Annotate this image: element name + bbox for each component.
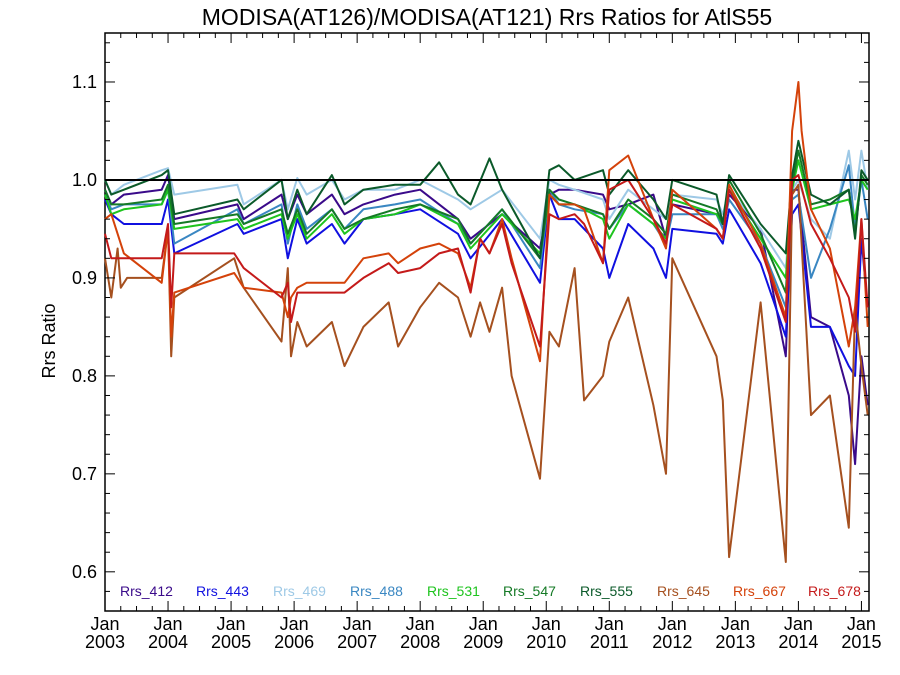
legend-entry-rrs-469: Rrs_469: [273, 583, 326, 599]
x-tick-year: 2009: [463, 632, 503, 652]
y-axis-label: Rrs Ratio: [39, 303, 59, 378]
y-tick-label: 0.8: [72, 366, 97, 386]
chart-title: MODISA(AT126)/MODISA(AT121) Rrs Ratios f…: [202, 4, 772, 30]
y-tick-label: 0.6: [72, 562, 97, 582]
legend-entry-rrs-555: Rrs_555: [580, 583, 633, 599]
legend-entry-rrs-667: Rrs_667: [733, 583, 786, 599]
x-tick-year: 2006: [274, 632, 314, 652]
legend-entry-rrs-678: Rrs_678: [808, 583, 861, 599]
x-tick-year: 2013: [715, 632, 755, 652]
legend-entry-rrs-488: Rrs_488: [350, 583, 403, 599]
x-tick-year: 2003: [85, 632, 125, 652]
x-tick-month: Jan: [658, 614, 687, 634]
legend-entry-rrs-412: Rrs_412: [120, 583, 173, 599]
legend-entry-rrs-531: Rrs_531: [427, 583, 480, 599]
x-tick-year: 2015: [841, 632, 881, 652]
y-tick-label: 0.9: [72, 268, 97, 288]
x-tick-year: 2010: [526, 632, 566, 652]
x-tick-month: Jan: [721, 614, 750, 634]
x-tick-year: 2012: [652, 632, 692, 652]
x-tick-year: 2011: [590, 632, 629, 652]
legend-entry-rrs-645: Rrs_645: [657, 583, 710, 599]
x-tick-month: Jan: [784, 614, 813, 634]
series-line-rrs-667: [104, 81, 869, 363]
x-axis-ticks: Jan2003Jan2004Jan2005Jan2006Jan2007Jan20…: [85, 33, 881, 652]
legend-entry-rrs-547: Rrs_547: [503, 583, 556, 599]
x-tick-year: 2008: [400, 632, 440, 652]
plot-frame: [104, 32, 870, 612]
x-tick-year: 2007: [337, 632, 377, 652]
y-tick-label: 1.1: [72, 72, 97, 92]
y-tick-label: 1.0: [72, 170, 97, 190]
x-tick-month: Jan: [217, 614, 246, 634]
series-line-rrs-645: [104, 183, 869, 563]
x-tick-month: Jan: [406, 614, 435, 634]
y-axis-ticks: 0.6 0.7 0.8 0.9 1.0 1.1: [72, 42, 869, 612]
series-layer: [104, 81, 869, 563]
x-tick-year: 2004: [148, 632, 188, 652]
x-tick-month: Jan: [280, 614, 309, 634]
x-tick-month: Jan: [532, 614, 561, 634]
y-tick-label: 0.7: [72, 464, 97, 484]
x-tick-year: 2005: [211, 632, 251, 652]
legend-entry-rrs-443: Rrs_443: [196, 583, 249, 599]
x-tick-month: Jan: [847, 614, 876, 634]
x-tick-year: 2014: [778, 632, 818, 652]
x-tick-month: Jan: [154, 614, 183, 634]
x-tick-month: Jan: [343, 614, 372, 634]
x-tick-month: Jan: [469, 614, 498, 634]
series-line-rrs-678: [104, 174, 869, 348]
x-tick-month: Jan: [90, 614, 119, 634]
legend: Rrs_412 Rrs_443 Rrs_469 Rrs_488 Rrs_531 Rrs_5…: [120, 583, 861, 599]
x-tick-month: Jan: [595, 614, 624, 634]
